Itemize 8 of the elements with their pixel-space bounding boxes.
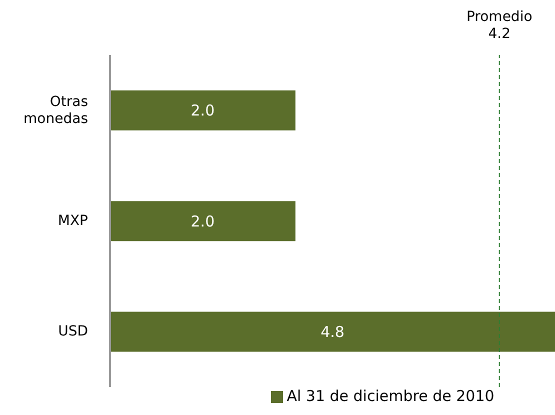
data-label: 4.8	[320, 323, 344, 342]
data-label: 2.0	[190, 212, 215, 230]
y-tick-label: Otras monedas	[24, 94, 88, 127]
ref-line-label: Promedio 4.2	[466, 9, 532, 42]
legend-label: Al 31 de diciembre de 2010	[286, 387, 494, 405]
y-tick-label: MXP	[58, 212, 88, 229]
y-tick-label: USD	[58, 323, 88, 340]
data-label: 2.0	[190, 102, 215, 120]
